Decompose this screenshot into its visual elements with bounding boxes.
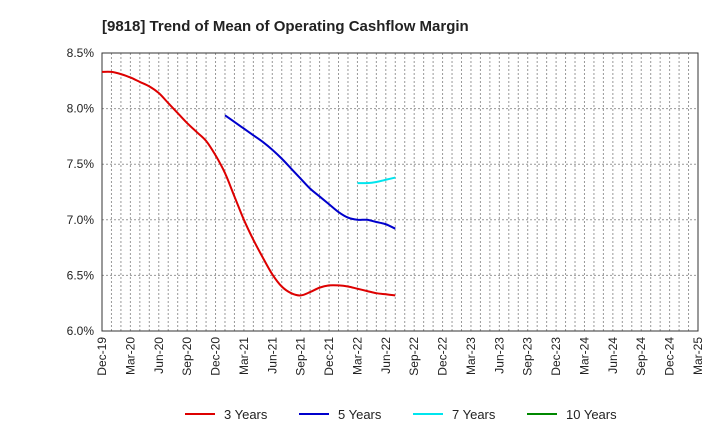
x-tick-label: Mar-20 <box>123 337 137 375</box>
y-tick-label: 8.0% <box>67 102 95 116</box>
x-tick-label: Dec-20 <box>209 337 223 376</box>
chart-title: [9818] Trend of Mean of Operating Cashfl… <box>102 18 469 35</box>
series-line-7-years <box>357 176 396 185</box>
x-tick-label: Dec-21 <box>322 337 336 376</box>
x-tick-label: Mar-24 <box>577 337 591 375</box>
x-axis: Dec-19 Mar-20 Jun-20 Sep-20 Dec-20 Mar-21 Jun-… <box>95 337 705 376</box>
x-tick-label: Mar-21 <box>237 337 251 375</box>
x-tick-label: Sep-22 <box>407 337 421 376</box>
x-tick-label: Jun-20 <box>152 337 166 374</box>
x-tick-label: Sep-21 <box>294 337 308 376</box>
x-tick-label: Jun-23 <box>492 337 506 374</box>
plot-frame <box>101 52 699 332</box>
y-axis: 6.0% 6.5% 7.0% 7.5% 8.0% 8.5% <box>67 46 95 338</box>
grid <box>102 53 698 331</box>
y-tick-label: 8.5% <box>67 46 95 60</box>
y-tick-label: 7.5% <box>67 157 95 171</box>
legend-label: 5 Years <box>338 407 382 422</box>
legend: 3 Years 5 Years 7 Years 10 Years <box>185 407 617 422</box>
x-tick-label: Dec-19 <box>95 337 109 376</box>
series-line-5-years <box>224 114 396 230</box>
y-tick-label: 6.0% <box>67 324 95 338</box>
x-tick-label: Dec-24 <box>663 337 677 376</box>
legend-label: 3 Years <box>224 407 268 422</box>
y-tick-label: 7.0% <box>67 213 95 227</box>
x-tick-label: Dec-23 <box>549 337 563 376</box>
x-tick-label: Jun-22 <box>379 337 393 374</box>
x-tick-label: Jun-24 <box>606 337 620 374</box>
y-tick-label: 6.5% <box>67 268 95 282</box>
x-tick-label: Mar-23 <box>464 337 478 375</box>
series-lines <box>101 70 396 297</box>
series-line-3-years <box>101 70 396 297</box>
x-tick-label: Dec-22 <box>436 337 450 376</box>
x-tick-label: Sep-24 <box>634 337 648 376</box>
legend-label: 7 Years <box>452 407 496 422</box>
x-tick-label: Jun-21 <box>265 337 279 374</box>
x-tick-label: Sep-23 <box>521 337 535 376</box>
x-tick-label: Mar-22 <box>350 337 364 375</box>
x-tick-label: Mar-25 <box>691 337 705 375</box>
x-tick-label: Sep-20 <box>180 337 194 376</box>
legend-label: 10 Years <box>566 407 617 422</box>
